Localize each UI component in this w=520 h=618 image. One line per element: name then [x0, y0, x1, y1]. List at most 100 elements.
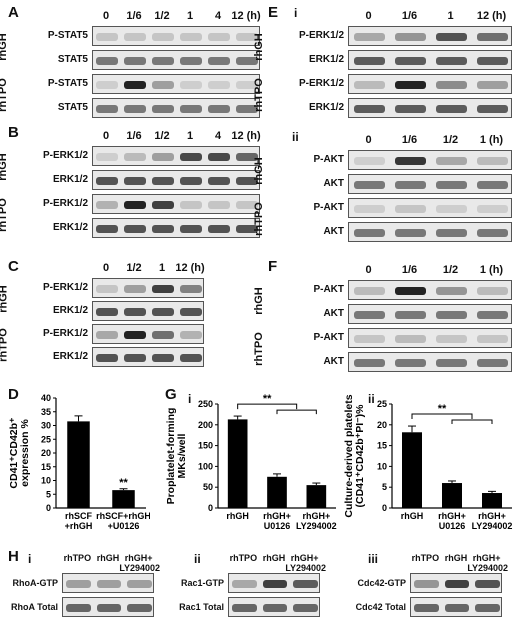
treatment-group-label: rhGH — [253, 33, 265, 61]
lane-header: rhTPO — [411, 553, 440, 563]
blot-row-label: AKT — [323, 178, 344, 189]
treatment-group-label: rhGH — [0, 153, 9, 181]
blot-row-label: P-AKT — [313, 154, 344, 165]
y-axis-label: Proplatelet-forming — [165, 408, 177, 505]
blot-row-label: Cdc42-GTP — [357, 578, 406, 588]
time-point-label: 4 — [214, 10, 222, 22]
protein-band — [152, 224, 174, 234]
protein-band — [124, 104, 146, 114]
protein-band — [124, 307, 146, 317]
protein-band — [232, 580, 257, 588]
x-tick-label: rhGH+ — [438, 511, 466, 521]
y-tick-label: 100 — [198, 461, 213, 471]
blot-strip — [92, 98, 260, 118]
bar — [267, 476, 287, 508]
blot-strip — [348, 352, 512, 372]
protein-band — [124, 56, 146, 66]
treatment-group-label: rhTPO — [0, 327, 9, 362]
protein-band — [96, 580, 122, 588]
y-tick-label: 5 — [46, 489, 51, 499]
protein-band — [476, 80, 509, 90]
y-axis-label: CD41⁺CD42b⁺ — [8, 417, 20, 489]
protein-band — [96, 176, 118, 186]
protein-band — [236, 200, 258, 210]
protein-band — [180, 353, 202, 363]
y-tick-label: 10 — [377, 461, 387, 471]
protein-band — [208, 152, 230, 162]
blot-row-label: P-ERK1/2 — [42, 282, 88, 293]
x-tick-label: rhGH — [401, 511, 424, 521]
panel-label-c: C — [8, 258, 19, 275]
protein-band — [124, 200, 146, 210]
blot-strip — [92, 170, 260, 190]
blot-strip — [348, 150, 512, 170]
significance-bracket — [451, 419, 493, 425]
protein-band — [180, 56, 202, 66]
protein-band — [180, 152, 202, 162]
bar-chart-d: 0 5 10 15 20 25 30 35 40 CD41⁺CD42b⁺ expression % r… — [8, 393, 150, 530]
blot-row-label: P-ERK1/2 — [42, 198, 88, 209]
panel-h-sub-3: iii — [368, 552, 379, 566]
time-point-label: 1/2 — [442, 264, 459, 276]
blot-row-label: AKT — [323, 356, 344, 367]
protein-band — [152, 32, 174, 42]
y-axis-label: (CD41⁺CD42b⁺PI⁻)% — [354, 404, 366, 508]
bar — [112, 490, 135, 508]
y-tick-label: 0 — [382, 503, 387, 513]
x-tick-label: U0126 — [264, 521, 291, 530]
protein-band — [394, 358, 427, 368]
protein-band — [353, 310, 386, 320]
time-point-label: 1 (h) — [479, 134, 504, 146]
y-tick-label: 250 — [198, 399, 213, 409]
protein-band — [435, 156, 468, 166]
panel-g-sub-i: i — [188, 392, 192, 406]
lane-header: rhGH — [262, 553, 286, 563]
protein-band — [236, 32, 258, 42]
protein-band — [435, 310, 468, 320]
protein-band — [394, 204, 427, 214]
bar — [442, 483, 462, 508]
blot-strip — [348, 50, 512, 70]
protein-band — [152, 353, 174, 363]
x-tick-label: LY294002 — [472, 521, 513, 530]
blot-row-label: ERK1/2 — [52, 305, 88, 316]
protein-band — [476, 286, 509, 296]
y-tick-label: 30 — [41, 421, 51, 431]
protein-band — [124, 80, 146, 90]
blot-strip — [92, 26, 260, 46]
protein-band — [293, 604, 318, 612]
blot-strip — [410, 573, 502, 593]
blot-strip — [92, 194, 260, 214]
protein-band — [394, 180, 427, 190]
protein-band — [353, 358, 386, 368]
treatment-group-label: rhGH — [253, 157, 265, 185]
time-point-label: 12 (h) — [476, 10, 507, 22]
time-point-label: 1/6 — [126, 130, 142, 142]
bar — [482, 493, 502, 508]
protein-band — [353, 104, 386, 114]
blot-row-label: P-ERK1/2 — [298, 30, 344, 41]
protein-band — [394, 32, 427, 42]
time-point-label: 1 — [186, 130, 194, 142]
protein-band — [96, 152, 118, 162]
lane-header: rhGH — [96, 553, 120, 563]
time-point-label: 12 (h) — [175, 262, 205, 274]
blot-row-label: Cdc42 Total — [355, 602, 406, 612]
time-point-label: 1/6 — [126, 10, 142, 22]
protein-band — [475, 604, 500, 612]
protein-band — [293, 580, 318, 588]
protein-band — [208, 176, 230, 186]
protein-band — [180, 330, 202, 340]
x-tick-label: U0126 — [439, 521, 466, 530]
protein-band — [127, 604, 152, 612]
protein-band — [152, 104, 174, 114]
protein-band — [127, 580, 152, 588]
time-point-label: 4 — [214, 130, 222, 142]
blot-row-label: P-STAT5 — [47, 30, 88, 41]
protein-band — [180, 104, 202, 114]
protein-band — [96, 56, 118, 66]
protein-band — [476, 334, 509, 344]
time-point-label: 0 — [102, 262, 110, 274]
panel-label-f: F — [268, 258, 278, 275]
y-tick-label: 25 — [377, 399, 387, 409]
